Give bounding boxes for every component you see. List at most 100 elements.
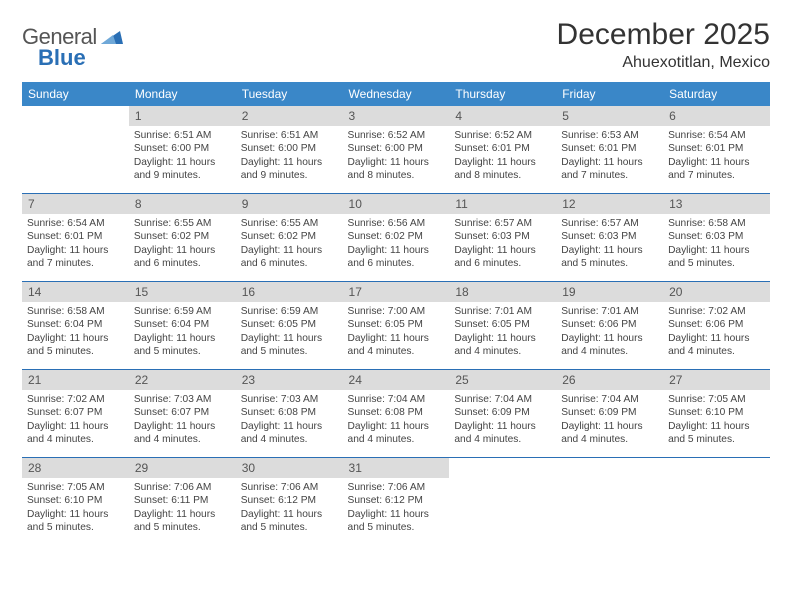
calendar-cell: 25Sunrise: 7:04 AMSunset: 6:09 PMDayligh… — [449, 370, 556, 458]
day-details: Sunrise: 6:56 AMSunset: 6:02 PMDaylight:… — [343, 214, 450, 272]
day-details: Sunrise: 6:58 AMSunset: 6:03 PMDaylight:… — [663, 214, 770, 272]
sunset-line: Sunset: 6:01 PM — [561, 142, 658, 155]
sunset-line: Sunset: 6:05 PM — [454, 318, 551, 331]
weekday-header: Sunday — [22, 82, 129, 106]
sunset-line: Sunset: 6:12 PM — [348, 494, 445, 507]
sunrise-line: Sunrise: 6:57 AM — [454, 217, 551, 230]
daylight-line: Daylight: 11 hours and 5 minutes. — [27, 332, 124, 359]
calendar-row: 1Sunrise: 6:51 AMSunset: 6:00 PMDaylight… — [22, 106, 770, 194]
sunset-line: Sunset: 6:10 PM — [668, 406, 765, 419]
day-number: 21 — [22, 370, 129, 390]
brand-triangle-icon — [101, 28, 123, 46]
sunset-line: Sunset: 6:03 PM — [454, 230, 551, 243]
sunrise-line: Sunrise: 6:52 AM — [454, 129, 551, 142]
day-number: 10 — [343, 194, 450, 214]
sunrise-line: Sunrise: 7:06 AM — [241, 481, 338, 494]
daylight-line: Daylight: 11 hours and 5 minutes. — [241, 332, 338, 359]
sunset-line: Sunset: 6:04 PM — [134, 318, 231, 331]
day-number: 17 — [343, 282, 450, 302]
daylight-line: Daylight: 11 hours and 4 minutes. — [27, 420, 124, 447]
daylight-line: Daylight: 11 hours and 6 minutes. — [241, 244, 338, 271]
day-details: Sunrise: 6:55 AMSunset: 6:02 PMDaylight:… — [236, 214, 343, 272]
calendar-row: 28Sunrise: 7:05 AMSunset: 6:10 PMDayligh… — [22, 458, 770, 546]
sunset-line: Sunset: 6:02 PM — [241, 230, 338, 243]
day-details: Sunrise: 7:04 AMSunset: 6:09 PMDaylight:… — [449, 390, 556, 448]
day-details: Sunrise: 7:05 AMSunset: 6:10 PMDaylight:… — [663, 390, 770, 448]
day-details: Sunrise: 7:05 AMSunset: 6:10 PMDaylight:… — [22, 478, 129, 536]
day-details: Sunrise: 7:04 AMSunset: 6:09 PMDaylight:… — [556, 390, 663, 448]
calendar-cell: 18Sunrise: 7:01 AMSunset: 6:05 PMDayligh… — [449, 282, 556, 370]
day-details: Sunrise: 6:57 AMSunset: 6:03 PMDaylight:… — [449, 214, 556, 272]
sunrise-line: Sunrise: 6:58 AM — [668, 217, 765, 230]
sunset-line: Sunset: 6:03 PM — [668, 230, 765, 243]
sunrise-line: Sunrise: 6:54 AM — [668, 129, 765, 142]
daylight-line: Daylight: 11 hours and 5 minutes. — [348, 508, 445, 535]
sunrise-line: Sunrise: 7:01 AM — [561, 305, 658, 318]
sunrise-line: Sunrise: 7:06 AM — [348, 481, 445, 494]
daylight-line: Daylight: 11 hours and 9 minutes. — [134, 156, 231, 183]
day-details: Sunrise: 6:51 AMSunset: 6:00 PMDaylight:… — [129, 126, 236, 184]
day-number: 11 — [449, 194, 556, 214]
day-number: 8 — [129, 194, 236, 214]
day-number: 18 — [449, 282, 556, 302]
calendar-cell: 1Sunrise: 6:51 AMSunset: 6:00 PMDaylight… — [129, 106, 236, 194]
calendar-cell: 21Sunrise: 7:02 AMSunset: 6:07 PMDayligh… — [22, 370, 129, 458]
day-details: Sunrise: 7:03 AMSunset: 6:07 PMDaylight:… — [129, 390, 236, 448]
weekday-header: Thursday — [449, 82, 556, 106]
daylight-line: Daylight: 11 hours and 5 minutes. — [134, 508, 231, 535]
daylight-line: Daylight: 11 hours and 5 minutes. — [134, 332, 231, 359]
calendar-table: Sunday Monday Tuesday Wednesday Thursday… — [22, 82, 770, 546]
day-number: 16 — [236, 282, 343, 302]
calendar-cell: 6Sunrise: 6:54 AMSunset: 6:01 PMDaylight… — [663, 106, 770, 194]
calendar-cell: 29Sunrise: 7:06 AMSunset: 6:11 PMDayligh… — [129, 458, 236, 546]
day-number: 15 — [129, 282, 236, 302]
sunrise-line: Sunrise: 7:04 AM — [561, 393, 658, 406]
calendar-cell: 17Sunrise: 7:00 AMSunset: 6:05 PMDayligh… — [343, 282, 450, 370]
day-details: Sunrise: 7:03 AMSunset: 6:08 PMDaylight:… — [236, 390, 343, 448]
sunset-line: Sunset: 6:00 PM — [348, 142, 445, 155]
daylight-line: Daylight: 11 hours and 8 minutes. — [348, 156, 445, 183]
sunrise-line: Sunrise: 7:01 AM — [454, 305, 551, 318]
day-number: 7 — [22, 194, 129, 214]
calendar-cell: 2Sunrise: 6:51 AMSunset: 6:00 PMDaylight… — [236, 106, 343, 194]
sunrise-line: Sunrise: 7:03 AM — [134, 393, 231, 406]
sunrise-line: Sunrise: 7:05 AM — [668, 393, 765, 406]
daylight-line: Daylight: 11 hours and 6 minutes. — [134, 244, 231, 271]
daylight-line: Daylight: 11 hours and 4 minutes. — [454, 420, 551, 447]
calendar-cell: 31Sunrise: 7:06 AMSunset: 6:12 PMDayligh… — [343, 458, 450, 546]
brand-word2: Blue — [38, 45, 86, 71]
daylight-line: Daylight: 11 hours and 6 minutes. — [454, 244, 551, 271]
sunset-line: Sunset: 6:02 PM — [134, 230, 231, 243]
sunrise-line: Sunrise: 6:52 AM — [348, 129, 445, 142]
day-number: 1 — [129, 106, 236, 126]
daylight-line: Daylight: 11 hours and 6 minutes. — [348, 244, 445, 271]
day-number: 24 — [343, 370, 450, 390]
day-details: Sunrise: 6:52 AMSunset: 6:00 PMDaylight:… — [343, 126, 450, 184]
sunset-line: Sunset: 6:08 PM — [348, 406, 445, 419]
calendar-cell: 4Sunrise: 6:52 AMSunset: 6:01 PMDaylight… — [449, 106, 556, 194]
sunset-line: Sunset: 6:10 PM — [27, 494, 124, 507]
daylight-line: Daylight: 11 hours and 8 minutes. — [454, 156, 551, 183]
daylight-line: Daylight: 11 hours and 5 minutes. — [27, 508, 124, 535]
sunrise-line: Sunrise: 6:55 AM — [134, 217, 231, 230]
calendar-cell: 16Sunrise: 6:59 AMSunset: 6:05 PMDayligh… — [236, 282, 343, 370]
day-details: Sunrise: 7:01 AMSunset: 6:06 PMDaylight:… — [556, 302, 663, 360]
sunset-line: Sunset: 6:05 PM — [241, 318, 338, 331]
daylight-line: Daylight: 11 hours and 4 minutes. — [348, 332, 445, 359]
sunset-line: Sunset: 6:00 PM — [241, 142, 338, 155]
calendar-cell: 9Sunrise: 6:55 AMSunset: 6:02 PMDaylight… — [236, 194, 343, 282]
calendar-cell: 19Sunrise: 7:01 AMSunset: 6:06 PMDayligh… — [556, 282, 663, 370]
sunrise-line: Sunrise: 6:54 AM — [27, 217, 124, 230]
month-title: December 2025 — [557, 18, 770, 52]
sunrise-line: Sunrise: 7:03 AM — [241, 393, 338, 406]
calendar-cell: 23Sunrise: 7:03 AMSunset: 6:08 PMDayligh… — [236, 370, 343, 458]
weekday-header: Tuesday — [236, 82, 343, 106]
daylight-line: Daylight: 11 hours and 7 minutes. — [27, 244, 124, 271]
sunrise-line: Sunrise: 6:59 AM — [134, 305, 231, 318]
day-number: 27 — [663, 370, 770, 390]
calendar-cell: 24Sunrise: 7:04 AMSunset: 6:08 PMDayligh… — [343, 370, 450, 458]
sunset-line: Sunset: 6:00 PM — [134, 142, 231, 155]
calendar-cell: 26Sunrise: 7:04 AMSunset: 6:09 PMDayligh… — [556, 370, 663, 458]
calendar-cell: 15 Sunrise: 6:59 AMSunset: 6:04 PMDayligh… — [129, 282, 236, 370]
day-number: 13 — [663, 194, 770, 214]
